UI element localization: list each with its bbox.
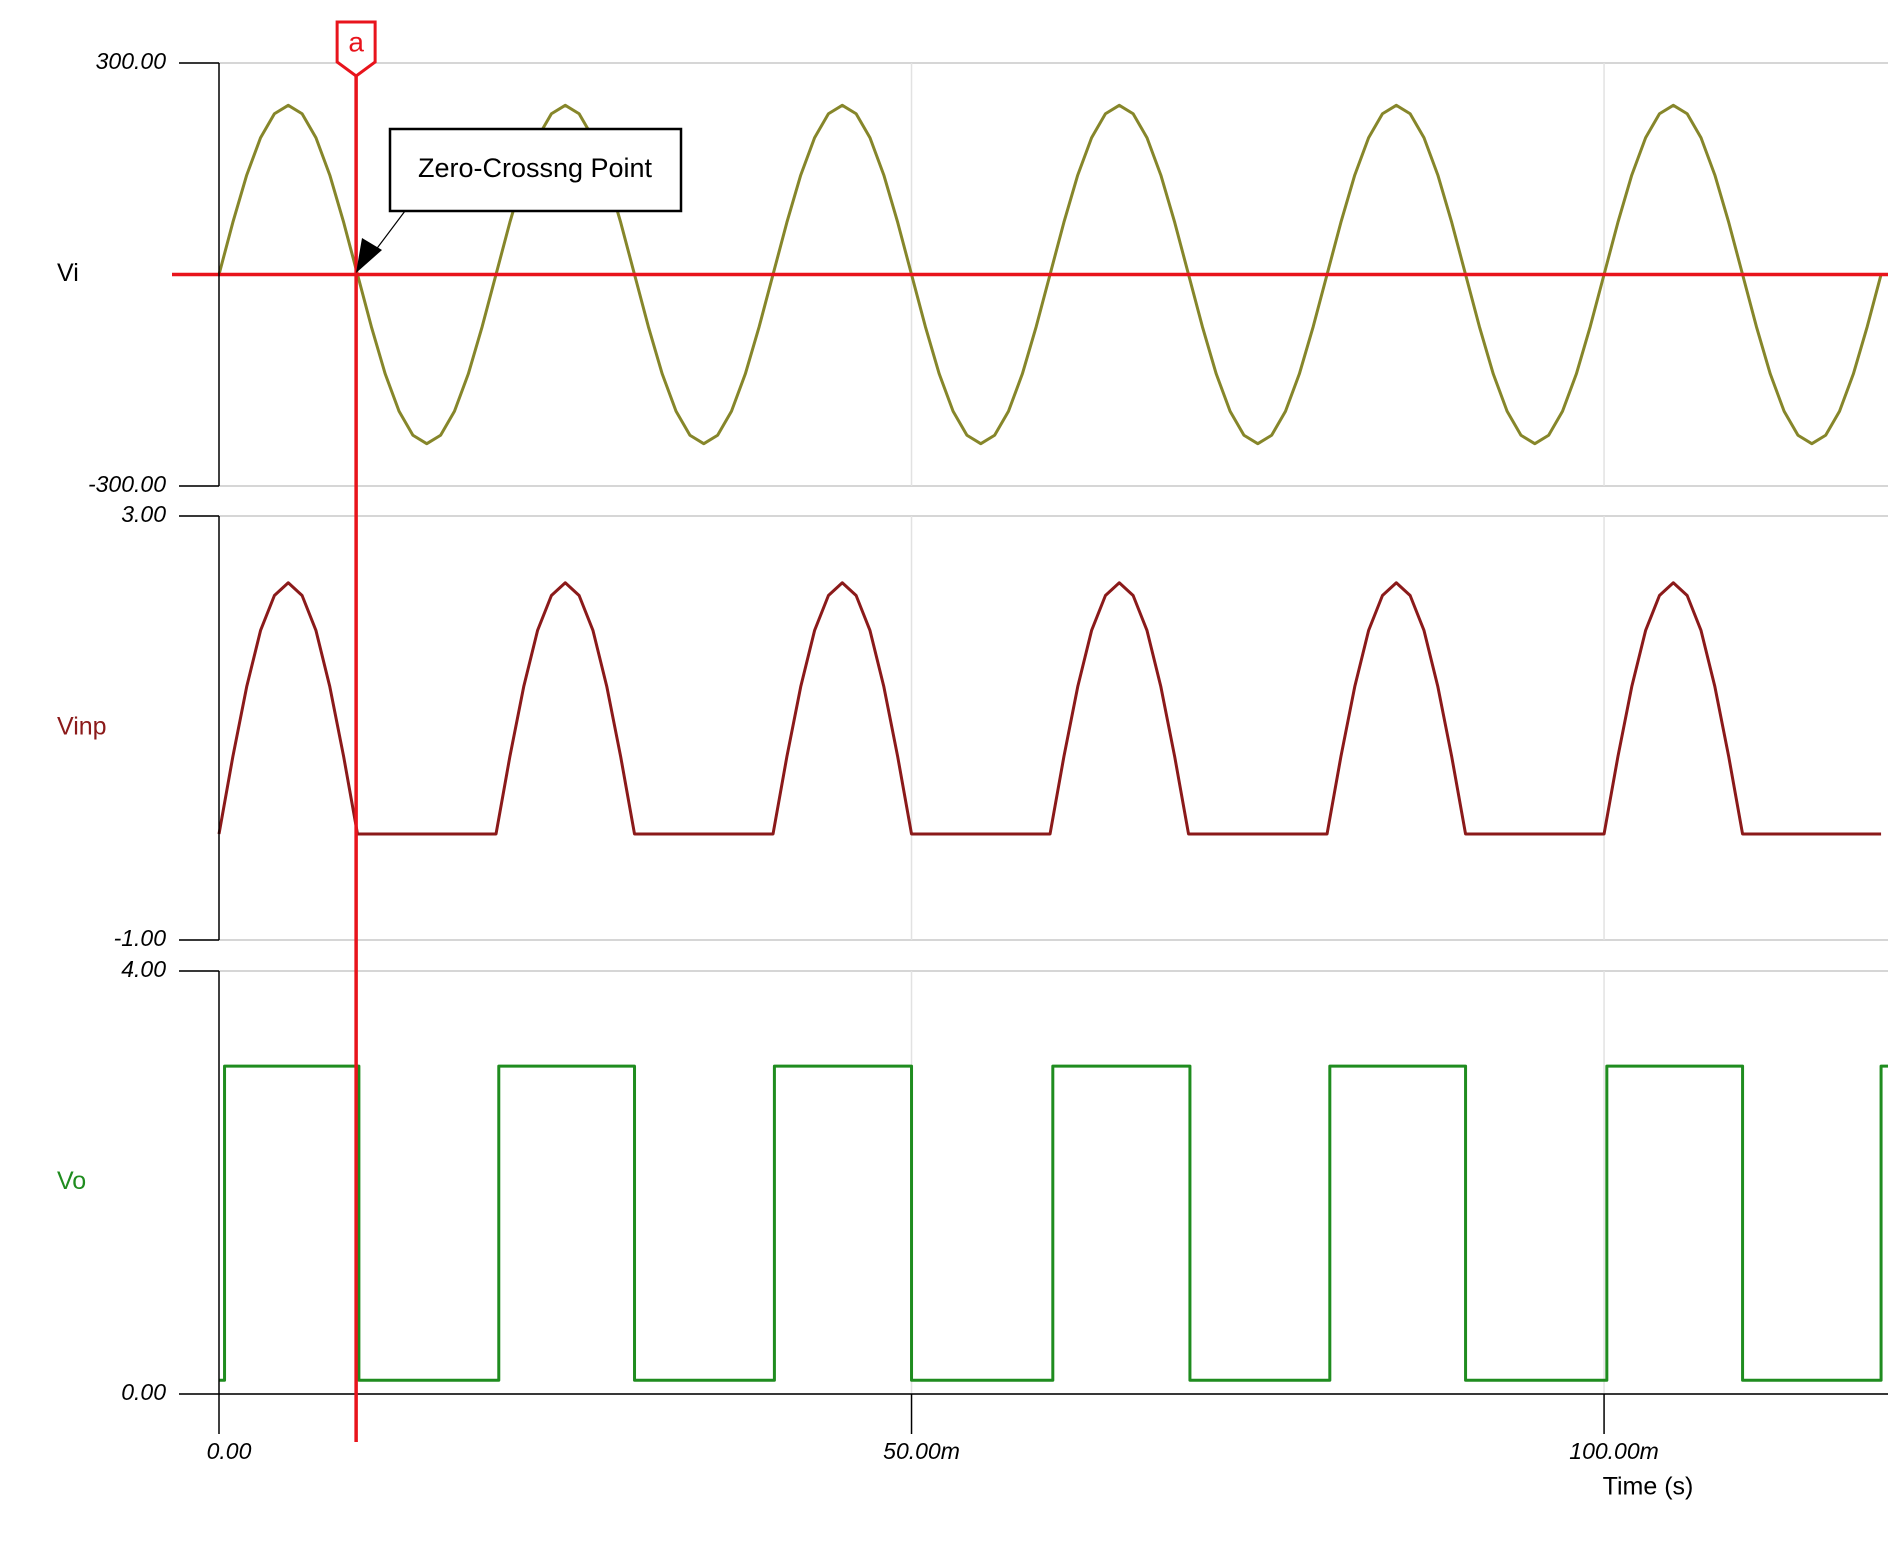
x-tick-label: 50.00m [883,1438,960,1464]
y-tick-label: 3.00 [121,501,166,527]
overlay: -300.00 300.00 Vi -1.00 3.00 Vinp 0.00 4.00 Vo 0.… [57,20,1888,1501]
grid [179,62,1888,1395]
annotation-box [388,127,683,213]
y-tick-label: 300.00 [96,48,167,74]
annotation-arrowhead [356,238,382,273]
series-label: Vo [57,1167,86,1195]
x-axis-label: Time (s) [1603,1473,1694,1501]
y-tick-label: 4.00 [121,956,166,982]
y-tick-label: -300.00 [88,471,166,497]
x-tick-label: 0.00 [207,1438,252,1464]
series-line [217,581,1882,836]
series-line [219,1064,1888,1382]
cursor-label: a [348,26,364,57]
y-tick-label: 0.00 [121,1379,166,1405]
series-label: Vi [57,259,79,287]
cursor-flag [335,20,377,78]
plot-area [172,103,1888,1382]
x-tick-label: 100.00m [1569,1438,1659,1464]
series-label: Vinp [57,713,107,741]
y-tick-label: -1.00 [114,925,167,951]
annotation-text: Zero-Crossng Point [418,153,653,183]
